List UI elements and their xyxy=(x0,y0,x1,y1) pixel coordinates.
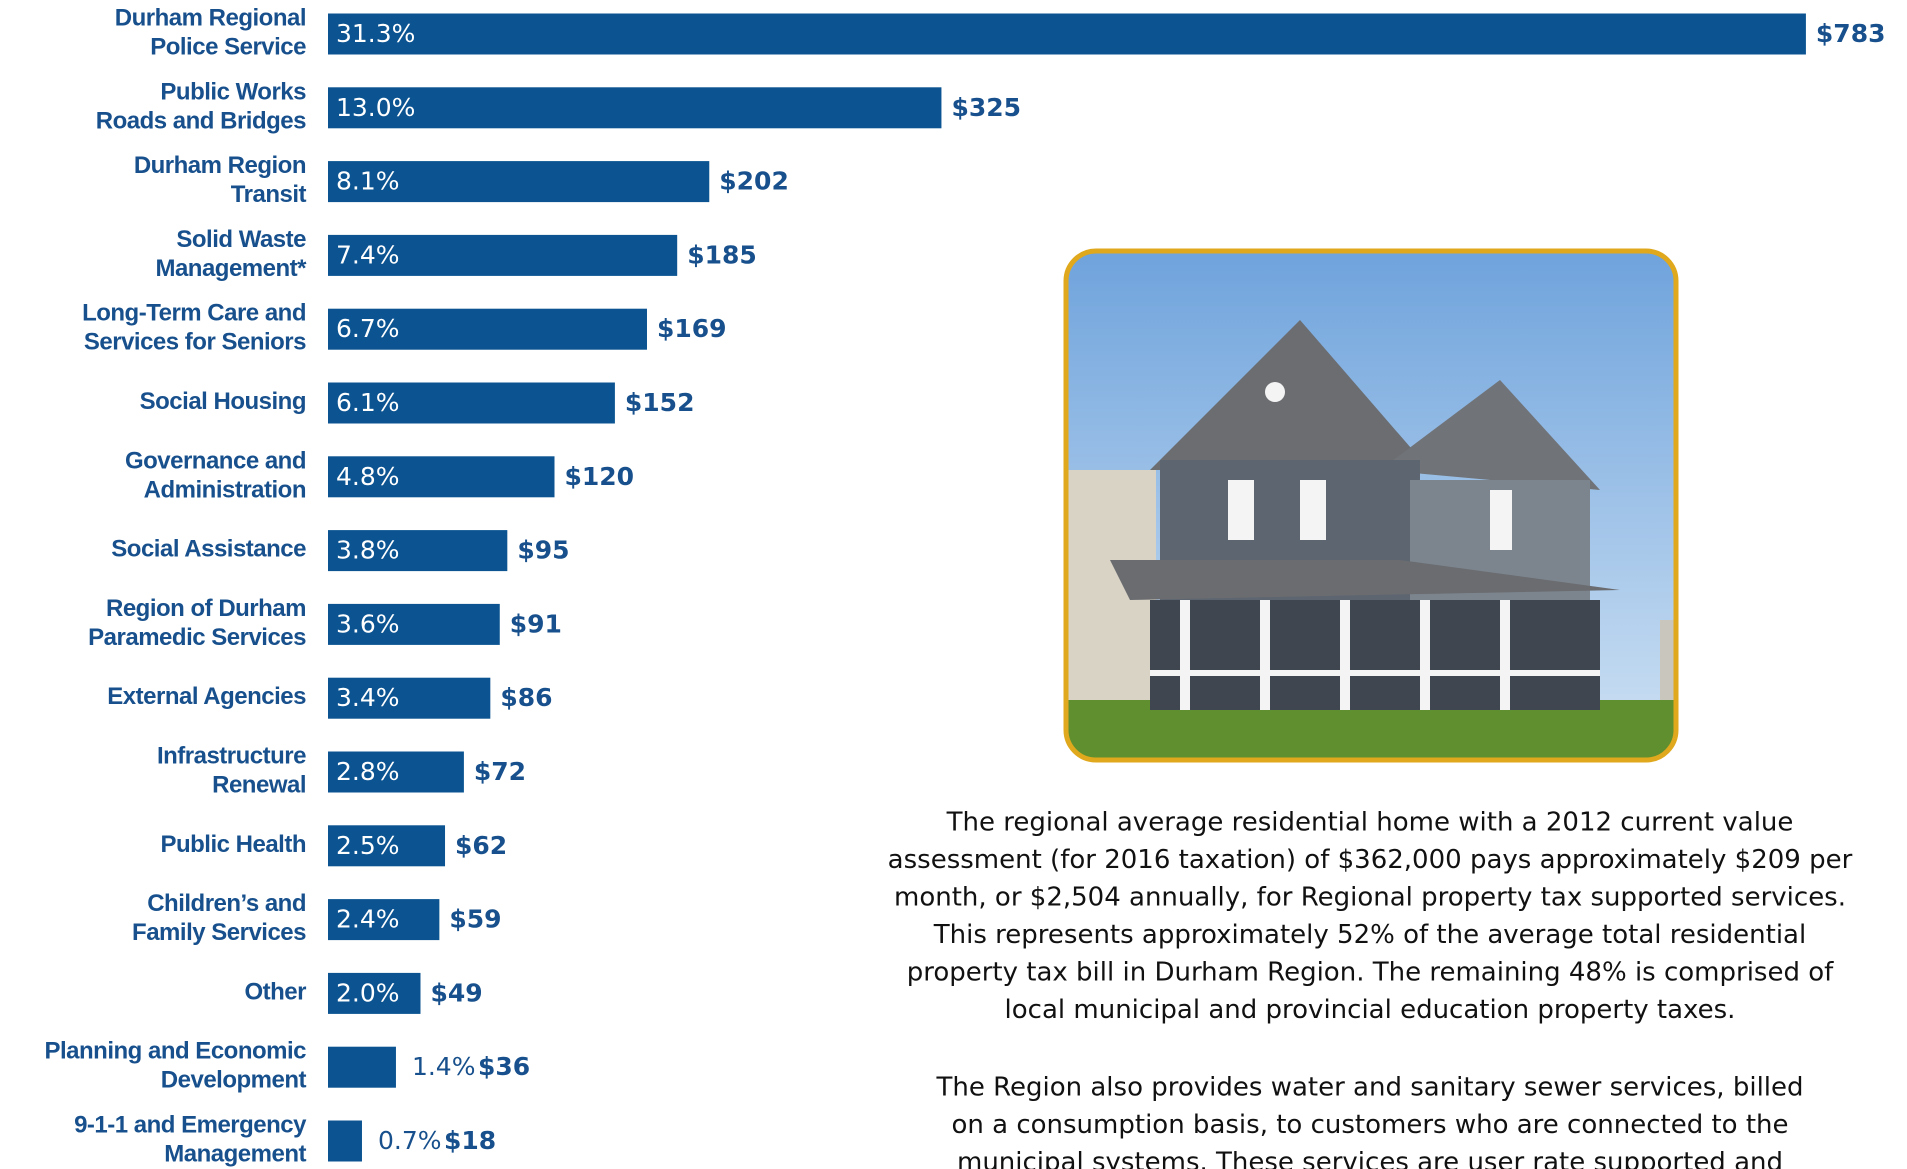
category-label: External Agencies xyxy=(107,684,306,711)
percent-label: 2.4% xyxy=(336,905,400,934)
category-line: Durham Regional xyxy=(115,5,306,32)
category-label: Social Housing xyxy=(140,388,306,415)
value-label: $18 xyxy=(444,1126,496,1155)
category-line: Region of Durham xyxy=(106,595,306,622)
value-label: $91 xyxy=(510,609,562,638)
value-label: $72 xyxy=(474,757,526,786)
percent-label: 8.1% xyxy=(336,167,400,196)
value-label: $86 xyxy=(500,683,552,712)
percent-label: 3.8% xyxy=(336,536,400,565)
value-label: $152 xyxy=(625,388,695,417)
paragraph-line: This represents approximately 52% of the… xyxy=(933,920,1806,950)
value-label: $202 xyxy=(719,167,789,196)
percent-label: 2.8% xyxy=(336,757,400,786)
category-label: Other xyxy=(244,979,306,1006)
category-line: Paramedic Services xyxy=(88,624,306,651)
category-label: Public Health xyxy=(160,831,306,858)
paragraph-line: on a consumption basis, to customers who… xyxy=(951,1110,1788,1140)
category-line: Development xyxy=(161,1067,307,1094)
percent-label: 0.7% xyxy=(378,1126,442,1155)
category-line: Management xyxy=(164,1141,306,1168)
category-line: Governance and xyxy=(125,448,306,475)
percent-label: 1.4% xyxy=(412,1052,476,1081)
paragraph-line: local municipal and provincial education… xyxy=(1005,995,1736,1025)
value-label: $49 xyxy=(430,978,482,1007)
percent-label: 13.0% xyxy=(336,93,415,122)
paragraph-line: municipal systems. These services are us… xyxy=(957,1148,1783,1169)
category-line: Management* xyxy=(155,255,307,282)
value-label: $185 xyxy=(687,240,757,269)
percent-label: 3.6% xyxy=(336,609,400,638)
value-label: $783 xyxy=(1816,19,1886,48)
house-photo xyxy=(1066,251,1680,760)
category-line: Long-Term Care and xyxy=(82,300,306,327)
category-label: Social Assistance xyxy=(111,536,306,563)
category-line: Roads and Bridges xyxy=(96,108,306,135)
category-line: 9-1-1 and Emergency xyxy=(74,1112,307,1139)
category-line: Other xyxy=(244,979,306,1006)
category-line: Public Works xyxy=(160,79,306,106)
category-line: Children’s and xyxy=(147,890,306,917)
category-line: Social Housing xyxy=(140,388,306,415)
category-line: Infrastructure xyxy=(157,743,306,770)
category-line: External Agencies xyxy=(107,684,306,711)
category-line: Police Service xyxy=(150,34,306,61)
value-label: $169 xyxy=(657,314,727,343)
bar xyxy=(328,1047,396,1088)
category-line: Planning and Economic xyxy=(44,1038,306,1065)
category-line: Transit xyxy=(231,181,307,208)
value-label: $325 xyxy=(951,93,1021,122)
percent-label: 31.3% xyxy=(336,19,415,48)
percent-label: 7.4% xyxy=(336,240,400,269)
value-label: $95 xyxy=(517,536,569,565)
paragraph-line: property tax bill in Durham Region. The … xyxy=(907,958,1834,988)
value-label: $36 xyxy=(478,1052,530,1081)
percent-label: 3.4% xyxy=(336,683,400,712)
bar xyxy=(328,14,1806,55)
bar xyxy=(328,87,941,128)
category-line: Administration xyxy=(144,477,306,504)
value-label: $62 xyxy=(455,831,507,860)
category-line: Renewal xyxy=(212,772,306,799)
paragraph-line: month, or $2,504 annually, for Regional … xyxy=(894,883,1846,913)
percent-label: 4.8% xyxy=(336,462,400,491)
category-line: Durham Region xyxy=(134,152,306,179)
category-line: Family Services xyxy=(132,919,306,946)
category-line: Social Assistance xyxy=(111,536,306,563)
value-label: $120 xyxy=(565,462,635,491)
category-line: Solid Waste xyxy=(176,226,306,253)
value-label: $59 xyxy=(449,905,501,934)
percent-label: 2.5% xyxy=(336,831,400,860)
percent-label: 6.1% xyxy=(336,388,400,417)
paragraph-line: The Region also provides water and sanit… xyxy=(935,1073,1803,1103)
paragraph-line: assessment (for 2016 taxation) of $362,0… xyxy=(888,845,1853,875)
category-line: Services for Seniors xyxy=(84,329,306,356)
percent-label: 6.7% xyxy=(336,314,400,343)
category-line: Public Health xyxy=(160,831,306,858)
percent-label: 2.0% xyxy=(336,978,400,1007)
bar xyxy=(328,1121,362,1162)
paragraph-line: The regional average residential home wi… xyxy=(946,808,1794,838)
page: Durham RegionalPolice Service 31.3% $783 Pu… xyxy=(0,0,1907,1169)
